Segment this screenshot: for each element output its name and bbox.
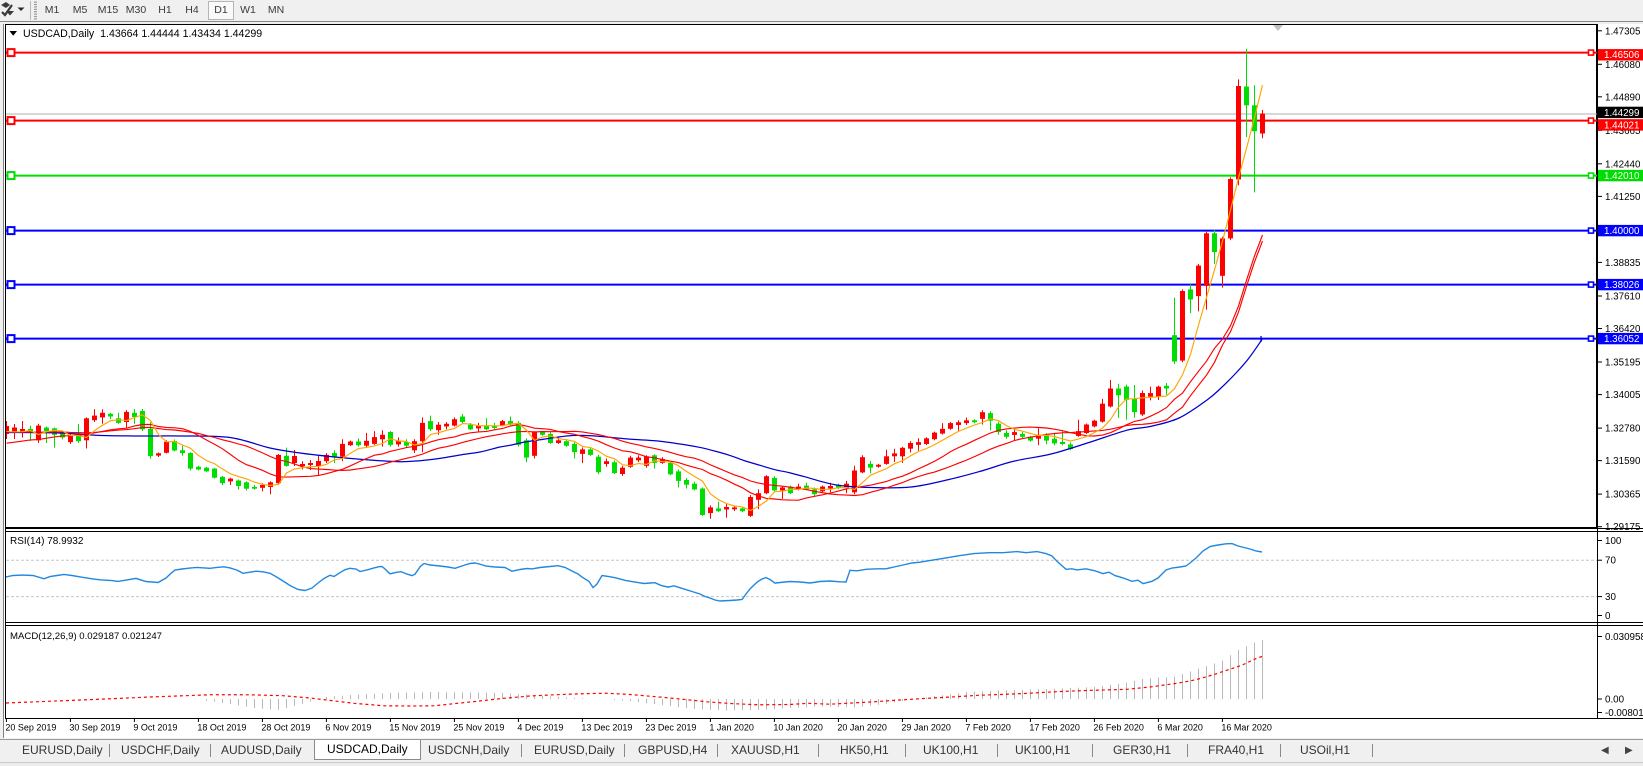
svg-text:7 Feb 2020: 7 Feb 2020 xyxy=(965,723,1011,733)
svg-text:18 Oct 2019: 18 Oct 2019 xyxy=(197,723,246,733)
svg-text:RSI(14) 78.9932: RSI(14) 78.9932 xyxy=(10,536,84,547)
svg-text:USDCAD,Daily 1.43664 1.44444: USDCAD,Daily 1.43664 1.44444 1.43434 1.4… xyxy=(23,28,262,40)
svg-text:1.46506: 1.46506 xyxy=(1604,50,1640,61)
svg-text:29 Jan 2020: 29 Jan 2020 xyxy=(901,723,951,733)
svg-text:1.31590: 1.31590 xyxy=(1605,456,1641,467)
svg-text:1.34005: 1.34005 xyxy=(1605,390,1641,401)
svg-text:4 Dec 2019: 4 Dec 2019 xyxy=(517,723,563,733)
svg-text:1.46080: 1.46080 xyxy=(1605,60,1641,71)
svg-text:13 Dec 2019: 13 Dec 2019 xyxy=(581,723,632,733)
svg-text:20 Sep 2019: 20 Sep 2019 xyxy=(5,723,56,733)
svg-text:1.30365: 1.30365 xyxy=(1605,490,1641,501)
svg-text:9 Oct 2019: 9 Oct 2019 xyxy=(133,723,177,733)
svg-text:1.44299: 1.44299 xyxy=(1604,108,1639,119)
svg-text:17 Feb 2020: 17 Feb 2020 xyxy=(1029,723,1080,733)
svg-text:30: 30 xyxy=(1605,592,1616,603)
svg-text:1.47305: 1.47305 xyxy=(1605,26,1641,37)
svg-text:70: 70 xyxy=(1605,556,1616,567)
svg-text:1.35195: 1.35195 xyxy=(1605,358,1641,369)
svg-text:1.38026: 1.38026 xyxy=(1604,280,1640,291)
svg-text:0.030958: 0.030958 xyxy=(1605,632,1643,643)
svg-text:6 Nov 2019: 6 Nov 2019 xyxy=(325,723,371,733)
svg-text:1 Jan 2020: 1 Jan 2020 xyxy=(709,723,754,733)
svg-text:1.38835: 1.38835 xyxy=(1605,258,1641,269)
svg-text:1.36420: 1.36420 xyxy=(1605,324,1641,335)
svg-text:20 Jan 2020: 20 Jan 2020 xyxy=(837,723,887,733)
svg-text:15 Nov 2019: 15 Nov 2019 xyxy=(389,723,440,733)
svg-text:1.40000: 1.40000 xyxy=(1604,226,1640,237)
svg-text:1.43665: 1.43665 xyxy=(1605,126,1641,137)
svg-text:1.29175: 1.29175 xyxy=(1605,522,1641,533)
svg-text:1.37610: 1.37610 xyxy=(1605,292,1641,303)
svg-text:10 Jan 2020: 10 Jan 2020 xyxy=(773,723,823,733)
svg-text:1.44021: 1.44021 xyxy=(1604,120,1639,131)
svg-text:-0.008013: -0.008013 xyxy=(1605,708,1643,719)
svg-text:26 Feb 2020: 26 Feb 2020 xyxy=(1093,723,1144,733)
svg-text:23 Dec 2019: 23 Dec 2019 xyxy=(645,723,696,733)
svg-text:1.42010: 1.42010 xyxy=(1604,171,1640,182)
svg-text:16 Mar 2020: 16 Mar 2020 xyxy=(1221,723,1272,733)
svg-text:0: 0 xyxy=(1605,611,1611,622)
svg-text:6 Mar 2020: 6 Mar 2020 xyxy=(1157,723,1203,733)
svg-text:1.36052: 1.36052 xyxy=(1604,334,1639,345)
svg-text:28 Oct 2019: 28 Oct 2019 xyxy=(261,723,310,733)
svg-text:1.32780: 1.32780 xyxy=(1605,424,1641,435)
svg-text:1.41250: 1.41250 xyxy=(1605,192,1641,203)
svg-text:1.42440: 1.42440 xyxy=(1605,159,1641,170)
svg-text:100: 100 xyxy=(1605,536,1622,547)
svg-text:0.00: 0.00 xyxy=(1605,695,1625,706)
svg-text:MACD(12,26,9) 0.029187 0.02124: MACD(12,26,9) 0.029187 0.021247 xyxy=(10,631,162,642)
svg-text:25 Nov 2019: 25 Nov 2019 xyxy=(453,723,504,733)
svg-text:30 Sep 2019: 30 Sep 2019 xyxy=(69,723,120,733)
svg-text:1.44890: 1.44890 xyxy=(1605,92,1641,103)
